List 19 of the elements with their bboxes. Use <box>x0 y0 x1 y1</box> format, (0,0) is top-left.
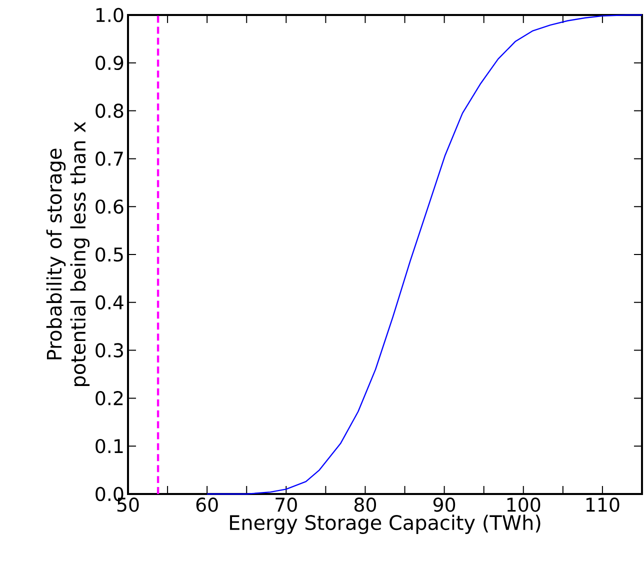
x-axis-title: Energy Storage Capacity (TWh) <box>230 514 540 534</box>
y-tick-label: 0.7 <box>96 152 123 166</box>
x-tick-label: 110 <box>586 498 620 512</box>
y-tick-label: 0.8 <box>96 104 124 118</box>
line-series <box>206 14 643 495</box>
y-tick-label: 0.2 <box>96 391 123 406</box>
x-tick-label: 70 <box>276 498 297 512</box>
x-tick-label: 80 <box>354 498 376 512</box>
x-tick-label: 90 <box>433 498 456 512</box>
x-tick-label: 60 <box>196 498 218 512</box>
y-tick-label: 0.5 <box>96 247 123 262</box>
y-tick-label: 0.4 <box>96 295 124 310</box>
y-axis-title: Probability of storage potential being less than x <box>46 122 90 386</box>
y-tick-label: 0.1 <box>96 438 123 454</box>
y-tick-label: 0.9 <box>96 56 124 70</box>
x-tick-label: 100 <box>507 498 540 512</box>
y-tick-label: 1.0 <box>96 8 124 22</box>
y-tick-label: 0.3 <box>96 343 123 358</box>
y-tick-label: 0.6 <box>96 199 124 214</box>
